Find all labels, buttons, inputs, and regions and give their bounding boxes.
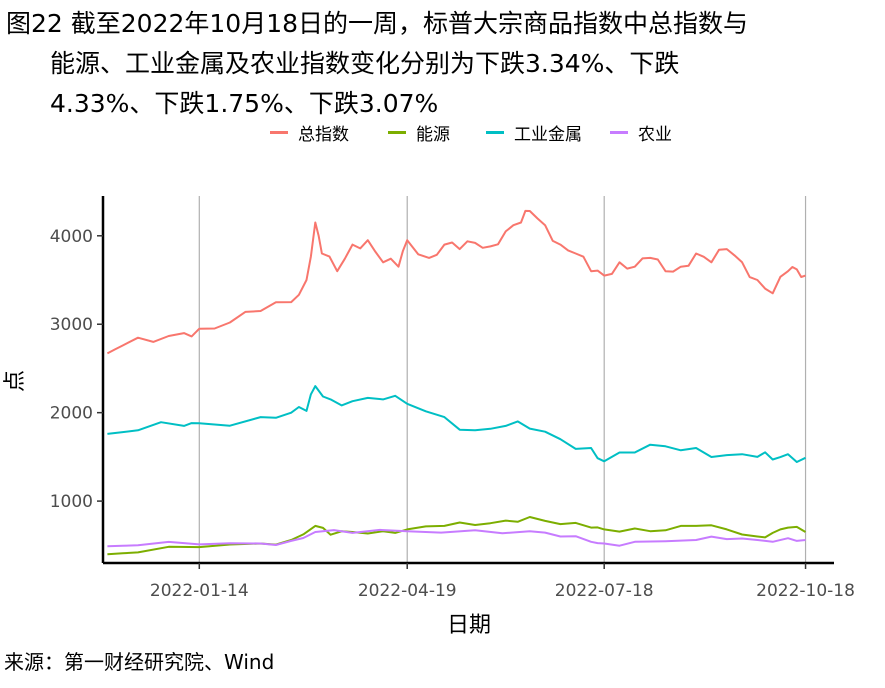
series-line-0 — [106, 209, 806, 355]
tick-labels: 1000 2000 3000 4000 2022-01-14 2022-04-19 2022… — [50, 227, 855, 601]
series-line-3 — [107, 528, 806, 548]
legend-label-energy: 能源 — [416, 124, 450, 145]
legend-item-metals: 工业金属 — [486, 118, 582, 146]
chart-legend: 总指数 能源 工业金属 农业 — [0, 118, 885, 146]
y-axis-label: 点 — [3, 370, 28, 392]
grid-lines — [198, 196, 807, 563]
x-tick-label-2022-01-14: 2022-01-14 — [150, 581, 249, 601]
title-line-1: 图22 截至2022年10月18日的一周，标普大宗商品指数中总指数与 — [6, 9, 749, 38]
legend-item-energy: 能源 — [388, 118, 450, 146]
legend-swatch-total — [270, 130, 288, 134]
title-line-3: 4.33%、下跌1.75%、下跌3.07% — [50, 89, 439, 118]
x-tick-label-2022-10-18: 2022-10-18 — [756, 581, 855, 601]
legend-label-metals: 工业金属 — [514, 124, 582, 145]
series-line-2 — [107, 385, 806, 463]
legend-label-agriculture: 农业 — [638, 124, 672, 145]
x-tick-label-2022-04-19: 2022-04-19 — [358, 581, 457, 601]
x-tick-label-2022-07-18: 2022-07-18 — [555, 581, 654, 601]
legend-label-total: 总指数 — [298, 124, 349, 145]
y-tick-label-2000: 2000 — [50, 404, 93, 424]
legend-swatch-metals — [486, 130, 504, 134]
y-tick-label-3000: 3000 — [50, 315, 93, 335]
series-lines — [106, 209, 807, 556]
y-tick-label-4000: 4000 — [50, 227, 93, 247]
legend-item-total: 总指数 — [270, 118, 349, 146]
source-note: 来源：第一财经研究院、Wind — [4, 650, 275, 674]
x-axis-label: 日期 — [447, 613, 491, 638]
axes — [101, 196, 834, 565]
legend-item-agriculture: 农业 — [610, 118, 672, 146]
series-line-1 — [107, 516, 807, 556]
legend-swatch-agriculture — [610, 130, 628, 134]
legend-swatch-energy — [388, 130, 406, 134]
title-line-2: 能源、工业金属及农业指数变化分别为下跌3.34%、下跌 — [50, 49, 680, 78]
chart-title: 图22 截至2022年10月18日的一周，标普大宗商品指数中总指数与 能源、工业… — [6, 4, 881, 124]
y-tick-label-1000: 1000 — [50, 492, 93, 512]
